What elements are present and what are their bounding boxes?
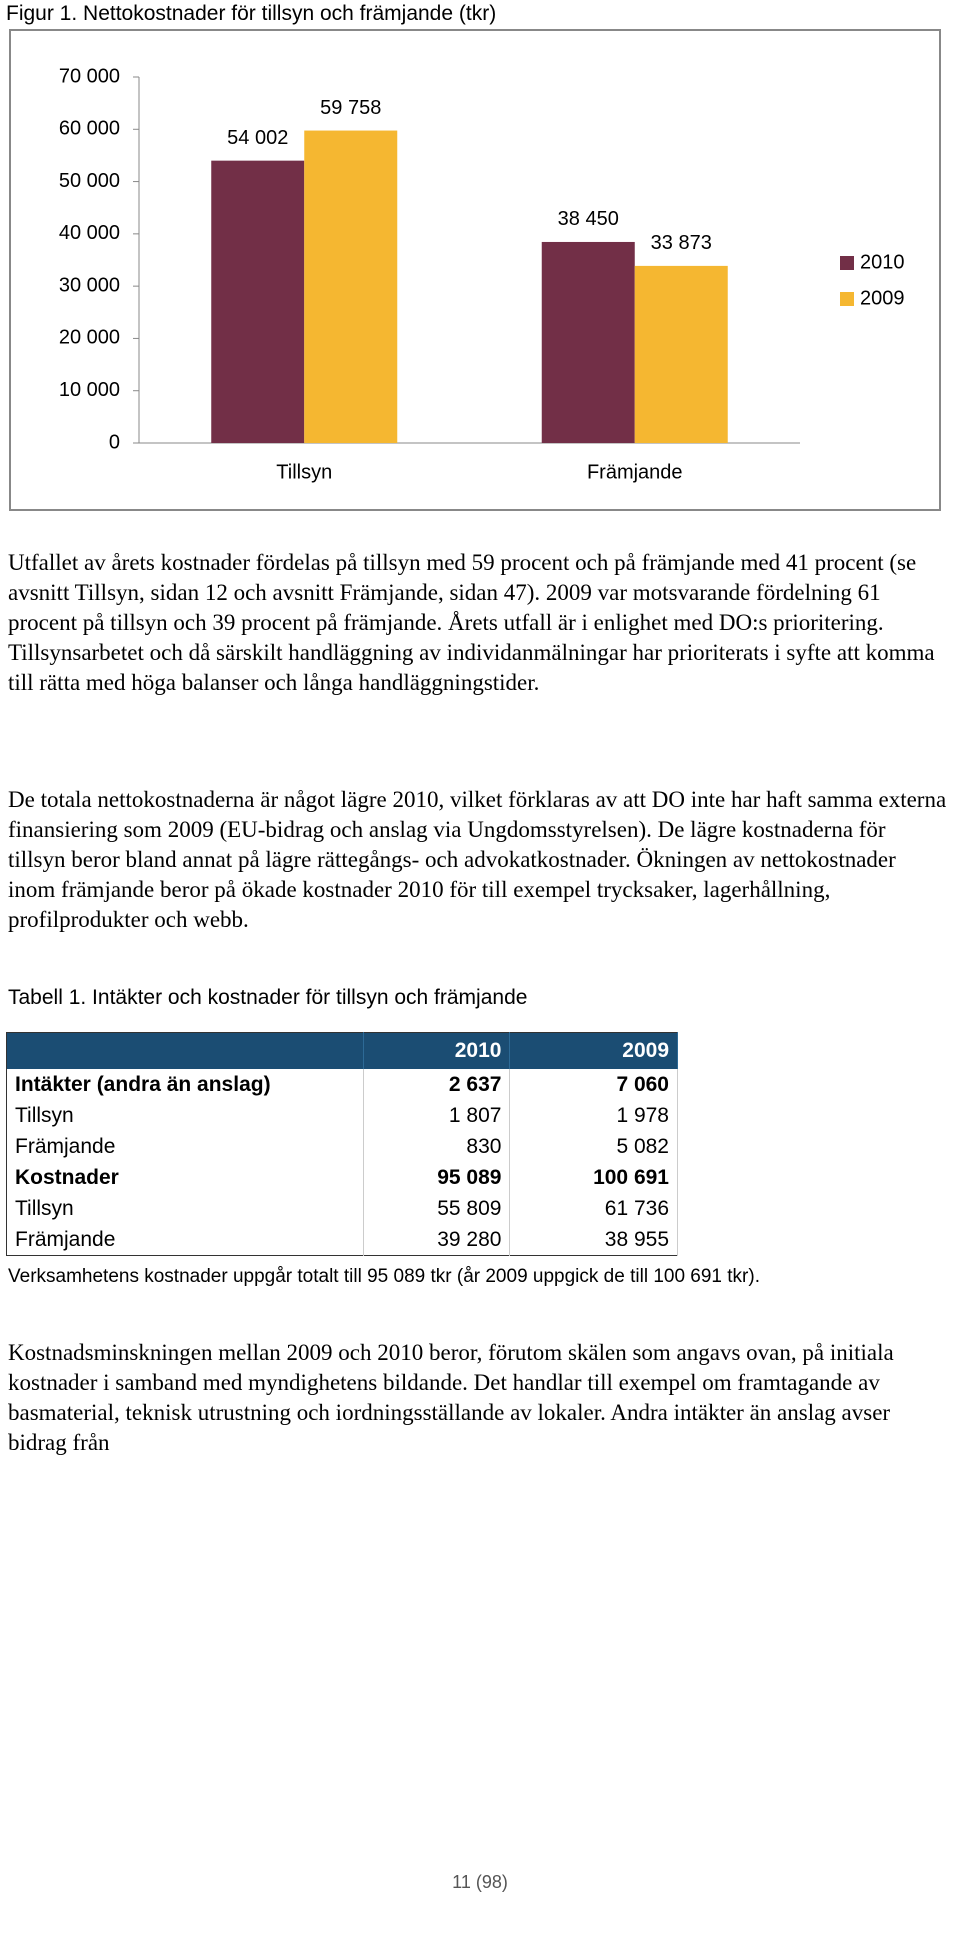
cell: 830 (363, 1131, 511, 1162)
value-label: 38 450 (558, 208, 619, 230)
table-row: Intäkter (andra än anslag) 2 637 7 060 (6, 1069, 678, 1100)
bar (634, 265, 728, 443)
bar (211, 160, 305, 444)
y-tick-label: 10 000 (59, 379, 120, 401)
bar (304, 130, 398, 443)
y-tick-label: 70 000 (59, 65, 120, 87)
cell: 61 736 (509, 1193, 678, 1224)
x-tick-label: Tillsyn (276, 461, 332, 483)
legend-swatch (840, 292, 854, 306)
cell: 2 637 (363, 1069, 511, 1100)
cell: Intäkter (andra än anslag) (6, 1069, 364, 1100)
cell: Tillsyn (6, 1100, 364, 1131)
cell: 7 060 (509, 1069, 678, 1100)
table-note: Verksamhetens kostnader uppgår totalt ti… (8, 1266, 760, 1287)
cell: 39 280 (363, 1224, 511, 1256)
table-row: Främjande 830 5 082 (6, 1131, 678, 1162)
paragraph: De totala nettokostnaderna är något lägr… (8, 787, 947, 932)
table-row: Tillsyn 55 809 61 736 (6, 1193, 678, 1224)
y-tick-label: 50 000 (59, 170, 120, 192)
y-tick-label: 30 000 (59, 274, 120, 296)
legend-label: 2009 (860, 287, 905, 309)
cell: Främjande (6, 1224, 364, 1256)
legend-swatch (840, 256, 854, 270)
bar (541, 241, 635, 443)
cell: 95 089 (363, 1162, 511, 1193)
table-header: 2010 2009 (6, 1032, 678, 1069)
value-label: 54 002 (227, 127, 288, 149)
figure-caption: Figur 1. Nettokostnader för tillsyn och … (6, 2, 497, 25)
value-label: 59 758 (320, 97, 381, 119)
x-tick-label: Främjande (587, 461, 683, 483)
y-tick-label: 40 000 (59, 222, 120, 244)
y-tick-label: 0 (109, 431, 120, 453)
table-row: Främjande 39 280 38 955 (6, 1224, 678, 1256)
cell: 1 978 (509, 1100, 678, 1131)
paragraph: Kostnadsminskningen mellan 2009 och 2010… (8, 1340, 894, 1455)
header-cell: 2010 (363, 1032, 511, 1069)
cell: 100 691 (509, 1162, 678, 1193)
legend-label: 2010 (860, 251, 905, 273)
cell: 38 955 (509, 1224, 678, 1256)
chart: 0 10 000 20 000 30 000 40 000 50 000 60 000 70 … (9, 29, 941, 511)
y-tick-label: 60 000 (59, 118, 120, 140)
cell: 5 082 (509, 1131, 678, 1162)
chart-frame (9, 29, 941, 511)
paragraph: Utfallet av årets kostnader fördelas på … (8, 550, 935, 695)
table-row: Tillsyn 1 807 1 978 (6, 1100, 678, 1131)
cell: 1 807 (363, 1100, 511, 1131)
table: 2010 2009 Intäkter (andra än anslag) 2 63… (6, 1032, 678, 1256)
table-row: Kostnader 95 089 100 691 (6, 1162, 678, 1193)
page-number: 11 (98) (452, 1872, 508, 1892)
cell: Tillsyn (6, 1193, 364, 1224)
header-cell (6, 1032, 364, 1069)
table-caption: Tabell 1. Intäkter och kostnader för til… (8, 986, 528, 1009)
cell: Kostnader (6, 1162, 364, 1193)
cell: Främjande (6, 1131, 364, 1162)
value-label: 33 873 (651, 232, 712, 254)
header-cell: 2009 (509, 1032, 678, 1069)
y-tick-label: 20 000 (59, 327, 120, 349)
cell: 55 809 (363, 1193, 511, 1224)
